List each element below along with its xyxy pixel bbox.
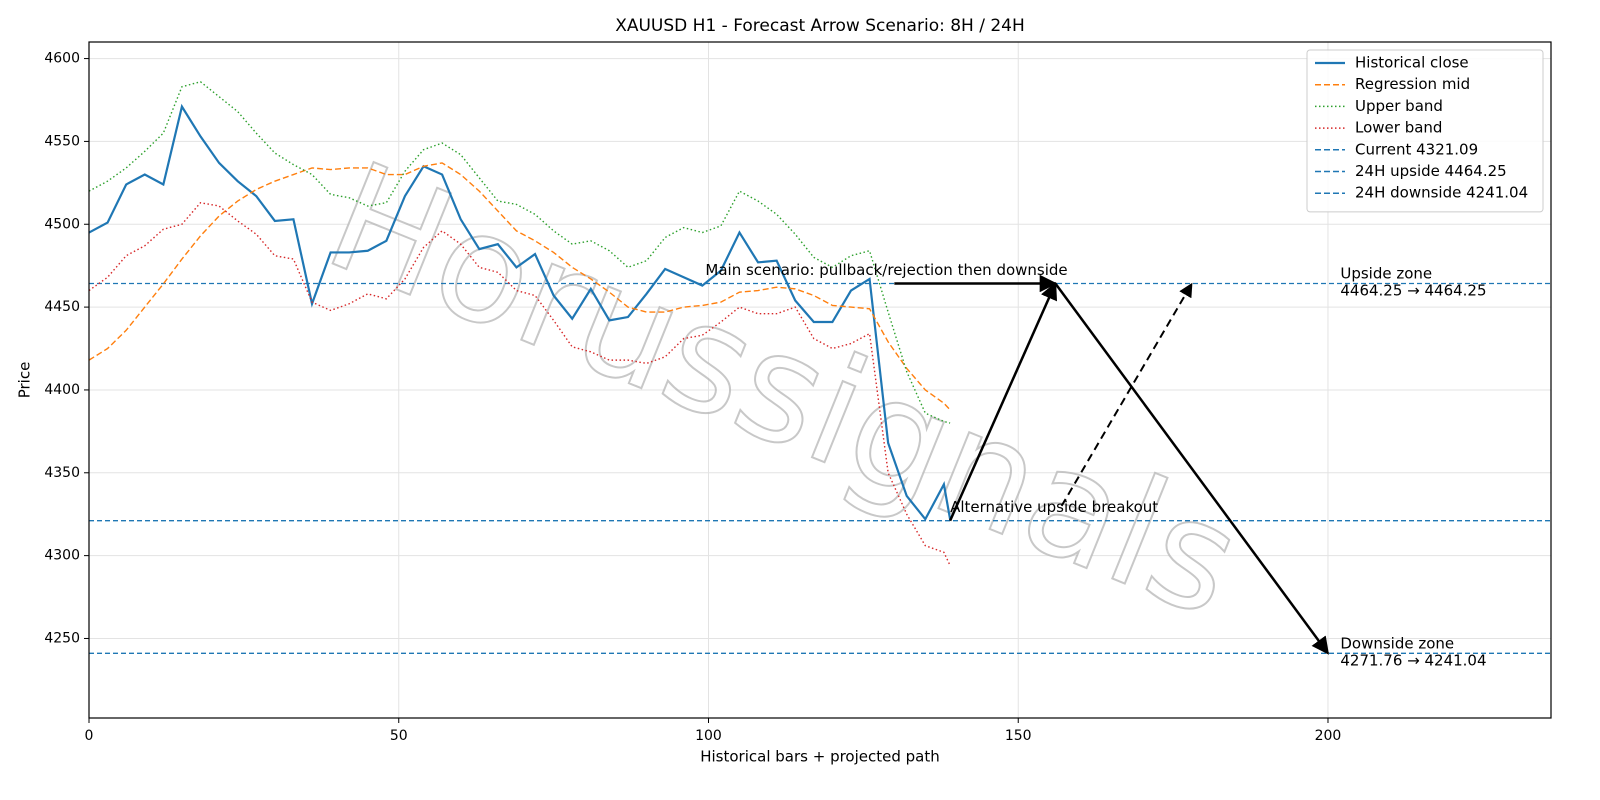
y-tick-label: 4350 xyxy=(44,465,80,481)
legend-label: 24H upside 4464.25 xyxy=(1355,162,1507,180)
x-axis-label: Historical bars + projected path xyxy=(700,748,940,766)
chart-title: XAUUSD H1 - Forecast Arrow Scenario: 8H … xyxy=(615,16,1025,36)
zone-label: Upside zone xyxy=(1340,264,1432,282)
y-tick-label: 4400 xyxy=(44,382,80,398)
series-line xyxy=(88,162,951,411)
zone-label: 4464.25 → 4464.25 xyxy=(1340,281,1486,299)
forecast-arrow xyxy=(1054,282,1330,655)
x-tick-label: 100 xyxy=(695,728,722,744)
watermark: Horussignals xyxy=(305,130,1262,651)
legend-label: Regression mid xyxy=(1355,75,1470,93)
y-tick-label: 4600 xyxy=(44,51,80,67)
y-tick-label: 4250 xyxy=(44,630,80,646)
legend-label: Upper band xyxy=(1355,97,1443,115)
legend: Historical close Regression mid Upper band… xyxy=(1306,49,1544,213)
legend-label: Lower band xyxy=(1355,119,1442,137)
plot-frame xyxy=(88,41,1552,719)
legend-box xyxy=(1306,49,1544,213)
forecast-arrow xyxy=(1060,282,1193,507)
forecast-arrow xyxy=(948,281,1058,522)
legend-label: Current 4321.09 xyxy=(1355,140,1478,158)
annotation: Main scenario: pullback/rejection then d… xyxy=(705,261,1067,279)
annotation: Alternative upside breakout xyxy=(950,498,1158,516)
y-tick-label: 4450 xyxy=(44,299,80,315)
zone-label: Downside zone xyxy=(1340,634,1454,652)
zone-label: 4271.76 → 4241.04 xyxy=(1340,651,1486,669)
series-line xyxy=(88,201,951,566)
x-tick-label: 0 xyxy=(85,728,94,744)
x-tick-label: 50 xyxy=(390,728,408,744)
y-tick-label: 4300 xyxy=(44,548,80,564)
legend-label: 24H downside 4241.04 xyxy=(1355,184,1528,202)
x-tick-label: 200 xyxy=(1315,728,1342,744)
x-tick-label: 150 xyxy=(1005,728,1032,744)
y-axis-label: Price xyxy=(16,362,34,399)
y-tick-label: 4500 xyxy=(44,216,80,232)
series-line xyxy=(88,103,952,522)
legend-label: Historical close xyxy=(1355,54,1469,72)
y-tick-label: 4550 xyxy=(44,133,80,149)
